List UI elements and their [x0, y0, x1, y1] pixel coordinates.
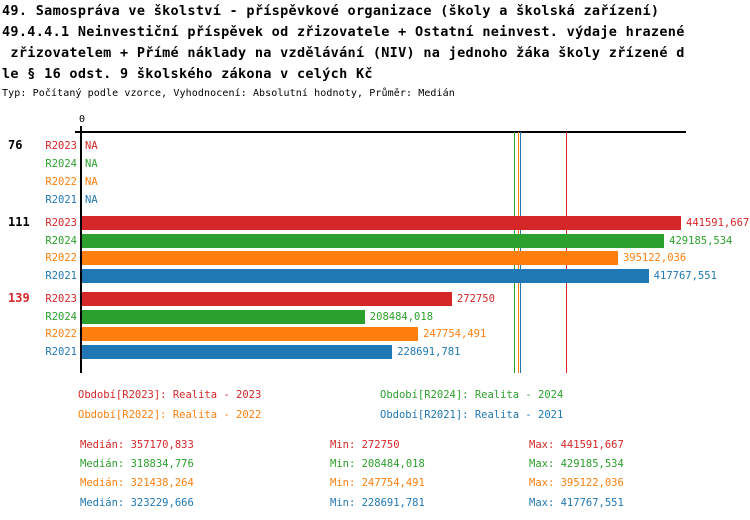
- chart-top-axis-line: [75, 131, 686, 133]
- page-title-line-4: le § 16 odst. 9 školského zákona v celýc…: [2, 66, 373, 82]
- bar-row-label-r2023: R2023: [45, 140, 77, 152]
- bar-row-label-r2021: R2021: [45, 345, 77, 358]
- x-axis-origin-label: 0: [78, 114, 86, 125]
- bar-value-label-r2022: NA: [85, 176, 98, 188]
- legend-item-r2022: Období[R2022]: Realita - 2022: [78, 409, 262, 421]
- bar-value-label-r2022: 395122,036: [622, 252, 687, 264]
- bar-r2021-group-139: [82, 344, 393, 359]
- bar-row-label-r2024: R2024: [45, 310, 77, 323]
- stat-median-r2023: Medián: 357170,833: [80, 439, 194, 451]
- bar-r2024-group-111: [82, 233, 665, 248]
- stat-median-r2022: Medián: 321438,264: [80, 477, 194, 489]
- bar-r2023-group-139: [82, 292, 452, 306]
- chart-vertical-axis-line: [80, 131, 82, 373]
- bar-value-label-r2024: 429185,534: [669, 234, 733, 247]
- bar-r2022-group-139: [82, 327, 419, 341]
- bar-value-label-r2021: 228691,781: [397, 345, 461, 358]
- stat-max-r2023: Max: 441591,667: [529, 439, 624, 451]
- x-axis-origin-tick: [80, 126, 82, 132]
- bar-row-label-r2022: R2022: [45, 252, 77, 264]
- chart-meta-subtitle: Typ: Počítaný podle vzorce, Vyhodnocení:…: [2, 88, 455, 99]
- stat-max-r2024: Max: 429185,534: [529, 458, 624, 470]
- stat-median-r2021: Medián: 323229,666: [80, 497, 194, 509]
- bar-value-label-r2021: NA: [85, 194, 98, 206]
- bar-value-label-r2023: 272750: [456, 293, 495, 305]
- bar-row-label-r2022: R2022: [45, 328, 77, 340]
- legend-item-r2024: Období[R2024]: Realita - 2024: [380, 389, 564, 401]
- stat-min-r2023: Min: 272750: [330, 439, 400, 451]
- bar-value-label-r2023: 441591,667: [686, 217, 750, 229]
- bar-row-label-r2024: R2024: [45, 234, 77, 247]
- page-title-line-3: zřizovatelem + Přímé náklady na vzdělává…: [2, 45, 685, 61]
- stat-min-r2024: Min: 208484,018: [330, 458, 425, 470]
- bar-row-label-r2022: R2022: [45, 176, 77, 188]
- stat-max-r2021: Max: 417767,551: [529, 497, 624, 509]
- bar-row-label-r2023: R2023: [45, 217, 77, 229]
- page-title-line-1: 49. Samospráva ve školství - příspěvkové…: [2, 3, 660, 19]
- bar-r2024-group-139: [82, 309, 365, 324]
- stat-min-r2022: Min: 247754,491: [330, 477, 425, 489]
- stat-median-r2024: Medián: 318834,776: [80, 458, 194, 470]
- group-label-76: 76: [8, 138, 23, 152]
- stat-max-r2022: Max: 395122,036: [529, 477, 624, 489]
- bar-value-label-r2024: NA: [85, 158, 98, 170]
- bar-row-label-r2023: R2023: [45, 293, 77, 305]
- bar-value-label-r2021: 417767,551: [653, 269, 717, 282]
- legend-item-r2021: Období[R2021]: Realita - 2021: [380, 409, 564, 421]
- bar-r2023-group-111: [82, 216, 681, 230]
- legend-item-r2023: Období[R2023]: Realita - 2023: [78, 389, 262, 401]
- group-label-111: 111: [8, 215, 30, 229]
- bar-r2021-group-111: [82, 268, 649, 283]
- bar-r2022-group-111: [82, 251, 618, 265]
- bar-row-label-r2021: R2021: [45, 194, 77, 206]
- group-label-139: 139: [8, 291, 30, 305]
- bar-value-label-r2022: 247754,491: [423, 328, 487, 340]
- stat-min-r2021: Min: 228691,781: [330, 497, 425, 509]
- bar-value-label-r2023: NA: [85, 140, 98, 152]
- page-title-line-2: 49.4.4.1 Neinvestiční příspěvek od zřizo…: [2, 24, 685, 40]
- bar-value-label-r2024: 208484,018: [369, 310, 434, 323]
- bar-row-label-r2024: R2024: [45, 158, 77, 170]
- bar-row-label-r2021: R2021: [45, 269, 77, 282]
